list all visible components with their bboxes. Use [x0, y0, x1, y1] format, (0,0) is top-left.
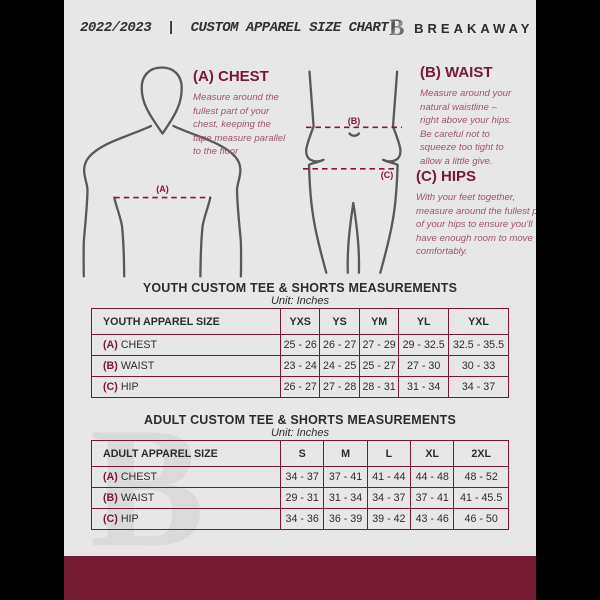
svg-text:(A): (A) [156, 184, 169, 194]
svg-text:(C): (C) [381, 170, 394, 180]
svg-text:(B): (B) [348, 116, 361, 126]
